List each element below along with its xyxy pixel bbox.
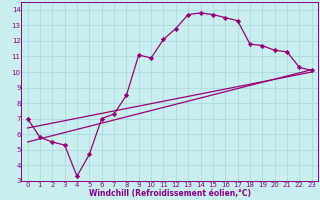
- X-axis label: Windchill (Refroidissement éolien,°C): Windchill (Refroidissement éolien,°C): [89, 189, 251, 198]
